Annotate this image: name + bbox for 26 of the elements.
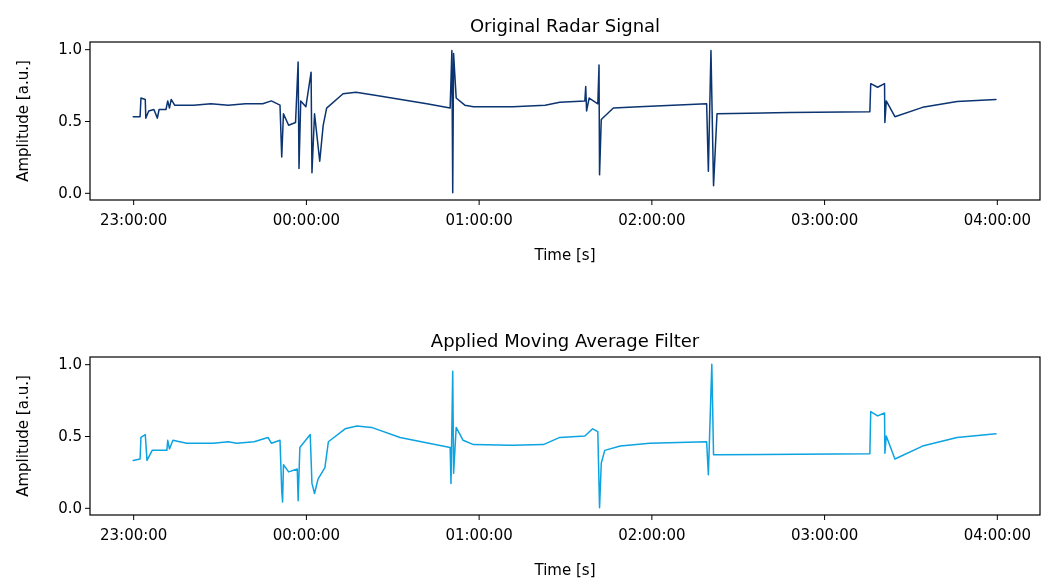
x-tick-label: 23:00:00 [99, 210, 168, 229]
x-tick-label: 00:00:00 [272, 210, 341, 229]
chart-title: Original Radar Signal [469, 15, 661, 36]
y-tick-label: 0.5 [58, 112, 82, 131]
x-tick-label: 01:00:00 [445, 210, 513, 229]
y-tick-label: 0.0 [58, 499, 82, 518]
x-tick-label: 03:00:00 [790, 525, 859, 544]
line-series [132, 49, 997, 194]
x-tick-label: 04:00:00 [963, 210, 1032, 229]
y-tick-label: 1.0 [58, 355, 82, 374]
x-tick-label: 02:00:00 [618, 525, 686, 544]
x-tick-label: 02:00:00 [618, 210, 686, 229]
chart-title: Applied Moving Average Filter [430, 330, 700, 351]
y-tick-label: 0.5 [58, 427, 82, 446]
x-axis-title: Time [s] [533, 561, 596, 579]
x-tick-label: 03:00:00 [790, 210, 859, 229]
y-tick-label: 0.0 [58, 184, 82, 203]
line-series [132, 363, 997, 509]
x-tick-label: 00:00:00 [272, 525, 341, 544]
x-tick-label: 01:00:00 [445, 525, 513, 544]
y-tick-label: 1.0 [58, 40, 82, 59]
x-axis-title: Time [s] [533, 246, 596, 264]
y-axis-title: Amplitude [a.u.] [14, 60, 32, 182]
x-tick-label: 23:00:00 [99, 525, 168, 544]
y-axis-title: Amplitude [a.u.] [14, 375, 32, 497]
x-tick-label: 04:00:00 [963, 525, 1032, 544]
